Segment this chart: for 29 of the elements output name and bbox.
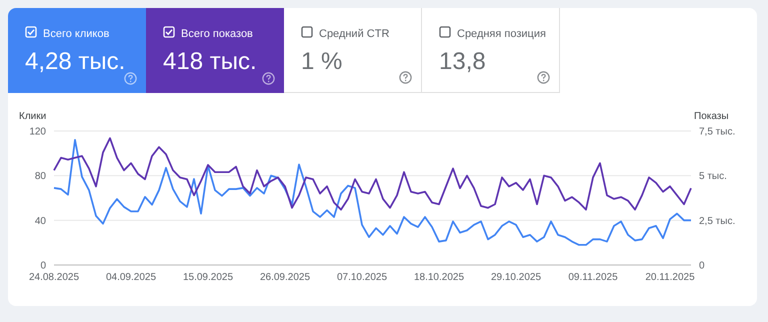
- y-axis-title: Клики: [19, 111, 46, 122]
- y2-tick-label: 0: [699, 260, 705, 272]
- text: 418 тыс.: [163, 48, 257, 76]
- line-series: [53, 139, 692, 246]
- text: 4,28 тыс.: [25, 48, 126, 76]
- text: Всего кликов: [43, 28, 110, 40]
- y2-tick-label: 2,5 тыс.: [699, 216, 736, 227]
- x-tick-label: 20.11.2025: [645, 272, 696, 284]
- x-tick-label: 29.10.2025: [490, 272, 542, 284]
- x-tick-label: 07.10.2025: [336, 272, 388, 284]
- y-tick-label: 40: [34, 216, 46, 227]
- y2-axis-title: Показы: [694, 111, 729, 122]
- text: 1 %: [301, 48, 342, 76]
- text: Средний CTR: [319, 28, 390, 40]
- line-series: [53, 137, 692, 211]
- x-tick-label: 26.09.2025: [260, 272, 310, 284]
- y2-tick-label: 7,5 тыс.: [699, 126, 736, 138]
- x-tick-label: 15.09.2025: [182, 272, 234, 284]
- x-tick-label: 18.10.2025: [414, 272, 464, 284]
- text: 13,8: [439, 48, 486, 76]
- x-tick-label: 04.09.2025: [106, 272, 156, 284]
- y2-tick-label: 5 тыс.: [699, 171, 727, 182]
- x-tick-label: 24.08.2025: [28, 272, 80, 284]
- y-tick-label: 80: [34, 171, 46, 182]
- text: Средняя позиция: [457, 28, 546, 40]
- y-tick-label: 120: [29, 126, 46, 138]
- y-tick-label: 0: [40, 260, 46, 272]
- text: Всего показов: [181, 28, 253, 40]
- x-tick-label: 09.11.2025: [568, 272, 618, 284]
